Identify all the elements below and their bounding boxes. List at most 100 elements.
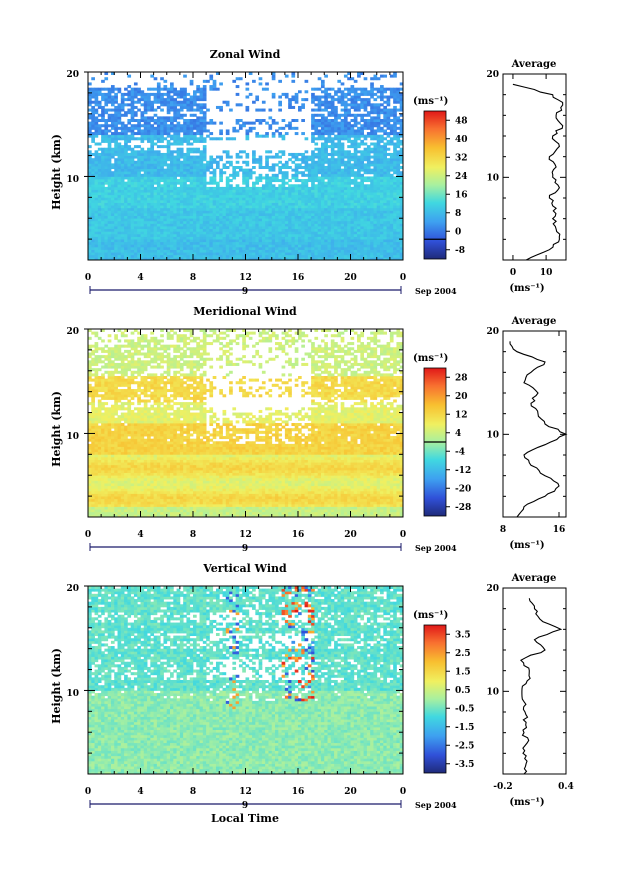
heatmap-cell: [360, 184, 365, 188]
heatmap-cell: [107, 220, 112, 224]
heatmap-cell: [137, 150, 141, 154]
heatmap-cell: [366, 176, 371, 180]
heatmap-cell: [370, 129, 374, 133]
heatmap-cell: [114, 179, 118, 183]
heatmap-cell: [360, 129, 365, 133]
heatmap-cell: [301, 181, 305, 185]
heatmap-cell: [340, 179, 345, 183]
heatmap-cell: [366, 184, 371, 188]
heatmap-cell: [130, 155, 135, 159]
heatmap-cell: [383, 228, 387, 232]
heatmap-cell: [235, 249, 240, 253]
heatmap-cell: [314, 129, 319, 133]
heatmap-cell: [317, 252, 322, 256]
heatmap-cell: [130, 199, 135, 203]
heatmap-cell: [183, 215, 187, 219]
heatmap-cell: [337, 249, 342, 253]
heatmap-cell: [215, 181, 220, 185]
heatmap-cell: [91, 223, 95, 227]
heatmap-cell: [238, 252, 243, 256]
heatmap-cell: [153, 249, 158, 253]
heatmap-cell: [212, 199, 217, 203]
heatmap-cell: [101, 194, 105, 198]
heatmap-cell: [389, 179, 394, 183]
heatmap-cell: [366, 145, 371, 149]
heatmap-cell: [334, 207, 338, 211]
heatmap-cell: [334, 168, 338, 172]
heatmap-cell: [133, 87, 138, 91]
heatmap-cell: [347, 223, 351, 227]
heatmap-cell: [176, 152, 181, 156]
heatmap-cell: [327, 205, 332, 209]
heatmap-cell: [127, 171, 132, 175]
heatmap-cell: [189, 95, 194, 99]
heatmap-cell: [389, 252, 394, 256]
heatmap-cell: [330, 181, 335, 185]
heatmap-cell: [278, 192, 282, 196]
heatmap-cell: [380, 218, 384, 222]
heatmap-cell: [353, 252, 358, 256]
heatmap-cell: [163, 163, 168, 167]
heatmap-cell: [268, 176, 273, 180]
heatmap-cell: [193, 171, 197, 175]
heatmap-cell: [94, 163, 99, 167]
heatmap-cell: [202, 228, 207, 232]
heatmap-cell: [88, 210, 92, 214]
heatmap-cell: [176, 254, 181, 258]
heatmap-cell: [265, 166, 269, 170]
heatmap-cell: [320, 113, 325, 117]
heatmap-cell: [284, 197, 289, 201]
heatmap-cell: [183, 223, 187, 227]
heatmap-cell: [353, 254, 358, 258]
heatmap-cell: [110, 108, 115, 112]
heatmap-cell: [114, 239, 118, 243]
heatmap-cell: [311, 233, 315, 237]
heatmap-cell: [196, 252, 200, 256]
heatmap-cell: [271, 77, 276, 81]
heatmap-cell: [183, 184, 187, 188]
heatmap-cell: [91, 158, 95, 162]
heatmap-cell: [114, 233, 118, 237]
heatmap-cell: [389, 181, 394, 185]
heatmap-cell: [288, 233, 292, 237]
heatmap-cell: [337, 239, 342, 243]
heatmap-cell: [97, 231, 102, 235]
heatmap-cell: [107, 137, 112, 141]
heatmap-cell: [130, 236, 135, 240]
heatmap-cell: [314, 207, 319, 211]
heatmap-cell: [271, 72, 276, 76]
heatmap-cell: [199, 173, 204, 177]
heatmap-cell: [347, 166, 351, 170]
heatmap-cell: [179, 215, 184, 219]
heatmap-cell: [202, 231, 207, 235]
heatmap-cell: [173, 241, 177, 245]
heatmap-cell: [373, 116, 378, 120]
heatmap-cell: [238, 213, 243, 217]
heatmap-cell: [156, 252, 161, 256]
heatmap-cell: [88, 116, 92, 120]
heatmap-cell: [212, 160, 217, 164]
heatmap-cell: [133, 92, 138, 96]
heatmap-cell: [327, 184, 332, 188]
heatmap-cell: [222, 257, 227, 261]
heatmap-cell: [337, 145, 342, 149]
heatmap-cell: [179, 105, 184, 109]
heatmap-cell: [376, 116, 381, 120]
heatmap-cell: [320, 137, 325, 141]
heatmap-cell: [261, 192, 266, 196]
heatmap-cell: [91, 207, 95, 211]
heatmap-cell: [327, 119, 332, 123]
heatmap-cell: [343, 173, 348, 177]
heatmap-cell: [97, 189, 102, 193]
heatmap-cell: [248, 202, 253, 206]
heatmap-cell: [347, 210, 351, 214]
heatmap-cell: [189, 239, 194, 243]
heatmap-cell: [294, 254, 299, 258]
heatmap-cell: [215, 197, 220, 201]
heatmap-cell: [330, 233, 335, 237]
heatmap-cell: [245, 236, 250, 240]
heatmap-cell: [140, 186, 145, 190]
heatmap-cell: [133, 202, 138, 206]
heatmap-cell: [179, 126, 184, 130]
heatmap-cell: [215, 163, 220, 167]
